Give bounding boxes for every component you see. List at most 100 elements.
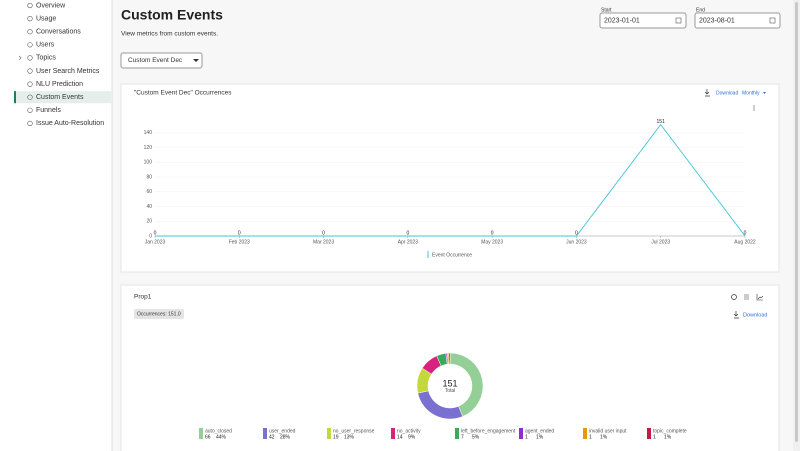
nav-icon [27, 29, 33, 35]
nav-active-bg [14, 91, 111, 104]
x-tick-label: Aug 2022 [734, 239, 756, 245]
legend-label: agent_ended [525, 428, 554, 434]
event-select[interactable] [120, 52, 203, 69]
legend-label: user_ended [269, 428, 296, 434]
start-value: 2023-01-01 [604, 17, 640, 24]
card-title: "Custom Event Dec" Occurrences [134, 90, 232, 97]
y-tick-label: 140 [144, 130, 153, 136]
occurrences-card [120, 83, 780, 273]
legend-percent: 5% [472, 434, 480, 440]
nav-item[interactable]: Funnels [36, 107, 61, 114]
legend-label: left_before_engagement [461, 428, 516, 434]
nav-item[interactable]: Custom Events [36, 94, 84, 101]
legend-value: 7 [461, 434, 464, 440]
nav-icon [27, 68, 33, 74]
nav-icon [27, 55, 33, 61]
x-tick-label: Jun 2023 [566, 239, 587, 245]
data-label: 0 [406, 230, 409, 236]
end-value: 2023-08-01 [699, 17, 735, 24]
period-select[interactable]: Monthly [742, 90, 760, 96]
legend-value: 14 [397, 434, 403, 440]
legend-percent: 44% [216, 434, 227, 440]
occurrences-badge [134, 309, 184, 319]
legend-swatch [647, 428, 651, 439]
nav-item[interactable]: Topics [36, 55, 56, 62]
legend-value: 1 [525, 434, 528, 440]
expand-chevron [18, 55, 22, 61]
legend-label: no_user_response [333, 428, 375, 434]
table-view-icon[interactable] [744, 294, 749, 300]
page-subtitle: View metrics from custom events. [121, 31, 218, 38]
period-caret [763, 92, 766, 94]
download-link[interactable]: Download [743, 312, 767, 318]
nav-icon [27, 81, 33, 87]
nav-item[interactable]: Overview [36, 2, 66, 9]
more-menu[interactable] [753, 105, 755, 111]
nav-item[interactable]: Usage [36, 15, 56, 22]
legend-percent: 9% [408, 434, 416, 440]
legend-swatch [583, 428, 587, 439]
donut-slice [448, 352, 451, 365]
legend-value: 66 [205, 434, 211, 440]
data-label: 0 [238, 230, 241, 236]
prop-card [120, 284, 780, 451]
legend-swatch [455, 428, 459, 439]
legend-swatch [327, 428, 331, 439]
data-label: 0 [322, 230, 325, 236]
download-link[interactable]: Download [716, 90, 738, 96]
start-input[interactable] [599, 12, 687, 29]
legend-label: invalid user input [589, 428, 627, 434]
nav-item[interactable]: NLU Prediction [36, 81, 83, 88]
download-icon[interactable] [704, 89, 710, 97]
scroll-thumb[interactable] [795, 2, 798, 442]
legend-percent: 1% [536, 434, 544, 440]
pie-view-icon[interactable] [731, 294, 737, 300]
nav-item[interactable]: Conversations [36, 29, 81, 36]
nav-icon [27, 16, 33, 22]
legend-value: 19 [333, 434, 339, 440]
legend-swatch [199, 428, 203, 439]
x-tick-label: Feb 2023 [229, 239, 250, 245]
data-label: 0 [491, 230, 494, 236]
nav-icon [27, 2, 33, 9]
nav-item[interactable]: Users [36, 42, 55, 49]
legend-percent: 1% [664, 434, 672, 440]
data-label: 0 [744, 230, 747, 236]
nav-item[interactable]: User Search Metrics [36, 68, 100, 75]
download-icon[interactable] [733, 311, 739, 319]
legend-label: no_activity [397, 428, 421, 434]
donut-total: 151 [442, 378, 457, 388]
series-line [155, 123, 746, 237]
x-tick-label: Mar 2023 [313, 239, 334, 245]
y-tick-label: 120 [144, 145, 153, 151]
data-label: 0 [575, 230, 578, 236]
y-tick-label: 20 [146, 219, 152, 225]
y-tick-label: 100 [144, 160, 153, 166]
end-input[interactable] [694, 12, 781, 29]
nav-item[interactable]: Issue Auto-Resolution [36, 120, 104, 127]
card-title: Prop1 [134, 294, 152, 301]
sidebar [0, 0, 112, 451]
legend-percent: 13% [344, 434, 355, 440]
x-tick-label: Jul 2023 [651, 239, 670, 245]
x-tick-label: Jan 2023 [145, 239, 166, 245]
event-select-value: Custom Event Dec [128, 57, 183, 64]
chart-view-icon[interactable] [756, 294, 764, 301]
nav-icon [27, 94, 33, 100]
calendar-icon[interactable] [675, 17, 682, 24]
x-tick-label: Apr 2023 [398, 239, 419, 245]
legend-percent: 1% [600, 434, 608, 440]
y-tick-label: 60 [146, 189, 152, 195]
calendar-icon[interactable] [769, 17, 776, 24]
dropdown-caret [193, 59, 199, 62]
nav-icon [27, 42, 33, 48]
nav-icon [27, 107, 33, 113]
legend-swatch [391, 428, 395, 439]
y-tick-label: 80 [146, 174, 152, 180]
legend-value: 1 [589, 434, 592, 440]
nav-active-bar [14, 91, 16, 104]
data-label: 151 [657, 119, 666, 125]
legend-value: 1 [653, 434, 656, 440]
legend-label: topic_complete [653, 428, 687, 434]
